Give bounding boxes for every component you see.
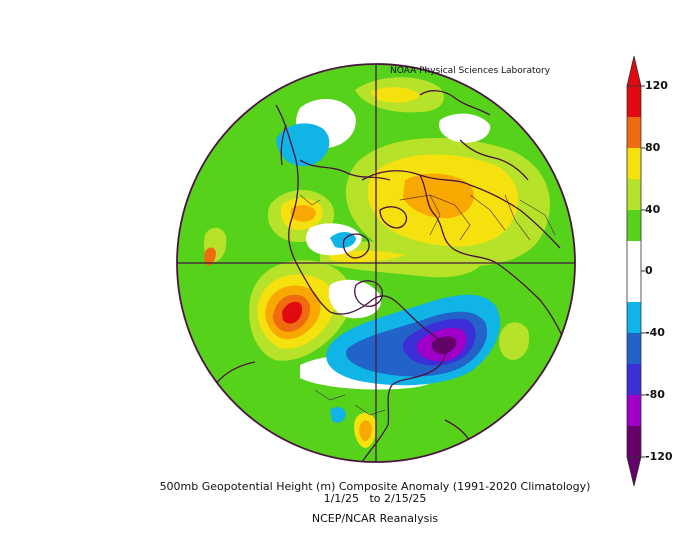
colorbar-label-minus120: -120 (645, 450, 673, 463)
caption-date-range: 1/1/25 to 2/15/25 (323, 492, 427, 505)
coastlines (214, 90, 567, 462)
polar-map (177, 64, 575, 462)
colorbar-label-minus80: -80 (645, 388, 665, 401)
positive-anomaly-arctic (320, 241, 485, 278)
colorbar-swatch-40-60 (627, 179, 641, 210)
colorbar-swatch-80-100 (627, 117, 641, 148)
borders (299, 194, 556, 416)
colorbar-swatch-60-80 (627, 148, 641, 179)
colorbar-label-80: 80 (645, 141, 661, 154)
map-boundary (176, 63, 576, 463)
colorbar-label-120: 120 (645, 79, 668, 92)
negative-anomaly-atlantic (326, 294, 501, 386)
colorbar-swatch-neutral (627, 241, 641, 302)
caption-source: NCEP/NCAR Reanalysis (311, 512, 439, 525)
positive-anomaly-pacific (249, 260, 352, 361)
credit-label: NOAA Physical Sciences Laboratory (390, 66, 551, 76)
colorbar (626, 55, 645, 487)
colorbar-swatch-minus120-minus100 (627, 426, 641, 457)
colorbar-swatch-100-120 (627, 86, 641, 117)
colorbar-swatch-minus100-minus80 (627, 395, 641, 426)
colorbar-label-0: 0 (645, 264, 653, 277)
colorbar-swatch-minus80-minus60 (627, 364, 641, 395)
colorbar-max-arrow (626, 55, 642, 87)
caption-title: 500mb Geopotential Height (m) Composite … (159, 480, 591, 493)
colorbar-label-40: 40 (645, 203, 661, 216)
colorbar-swatch-minus40-minus20 (627, 302, 641, 333)
colorbar-label-minus40: -40 (645, 326, 665, 339)
colorbar-swatch-minus60-minus40 (627, 333, 641, 364)
colorbar-swatch-20-40 (627, 210, 641, 241)
positive-anomaly-edges (203, 227, 530, 448)
